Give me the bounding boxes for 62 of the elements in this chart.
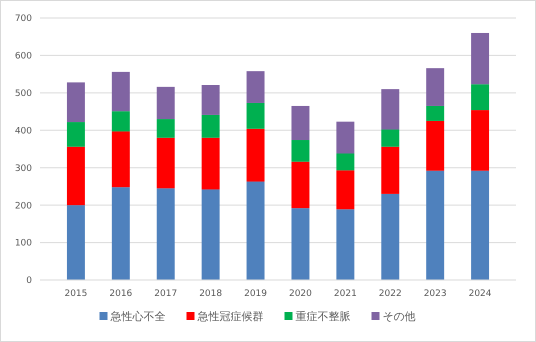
bar bbox=[202, 138, 220, 190]
x-tick-label: 2019 bbox=[244, 289, 268, 299]
bar bbox=[471, 84, 490, 110]
y-tick-label: 200 bbox=[14, 201, 32, 212]
bar bbox=[381, 130, 400, 147]
bar bbox=[471, 170, 490, 280]
bar bbox=[156, 138, 175, 188]
x-tick-label: 2015 bbox=[64, 289, 88, 299]
x-tick-label: 2016 bbox=[109, 289, 133, 299]
x-tick-label: 2023 bbox=[424, 289, 447, 299]
bar bbox=[426, 68, 444, 106]
y-tick-label: 500 bbox=[14, 89, 32, 100]
bar bbox=[246, 71, 265, 103]
bar bbox=[156, 188, 175, 280]
bar bbox=[246, 128, 265, 182]
bar bbox=[426, 170, 444, 280]
x-tick-label: 2021 bbox=[334, 289, 357, 299]
bar bbox=[112, 72, 130, 112]
bar bbox=[112, 187, 130, 280]
bar bbox=[336, 170, 354, 210]
bar bbox=[112, 131, 130, 188]
bar bbox=[291, 140, 310, 162]
bar bbox=[202, 189, 220, 280]
bar bbox=[471, 32, 490, 84]
bar bbox=[156, 119, 175, 138]
y-tick-label: 100 bbox=[14, 238, 32, 249]
legend-label: 急性心不全 bbox=[110, 310, 166, 323]
bar bbox=[336, 209, 354, 280]
bar bbox=[66, 122, 85, 147]
bar bbox=[156, 86, 175, 120]
bar bbox=[471, 110, 490, 171]
bar bbox=[66, 205, 85, 280]
bar bbox=[381, 89, 400, 130]
legend-label: 急性冠症候群 bbox=[196, 310, 264, 323]
x-tick-label: 2017 bbox=[154, 289, 178, 299]
legend-label: 重症不整脈 bbox=[296, 310, 350, 323]
bar bbox=[336, 122, 354, 154]
bar bbox=[291, 208, 310, 280]
x-tick-label: 2022 bbox=[378, 289, 402, 299]
bar bbox=[202, 84, 220, 115]
bar bbox=[426, 120, 444, 171]
y-tick-label: 400 bbox=[14, 126, 32, 136]
x-tick-label: 2024 bbox=[468, 289, 492, 299]
x-tick-label: 2020 bbox=[289, 289, 312, 299]
x-tick-label: 2018 bbox=[199, 289, 222, 299]
y-tick-label: 0 bbox=[26, 276, 32, 286]
bar bbox=[291, 162, 310, 208]
bar bbox=[336, 153, 354, 170]
bar bbox=[246, 102, 265, 129]
legend-label: その他 bbox=[382, 310, 416, 323]
bar bbox=[426, 106, 444, 121]
y-tick-label: 700 bbox=[14, 14, 32, 24]
bar bbox=[66, 146, 85, 206]
y-tick-label: 600 bbox=[14, 52, 32, 62]
bar bbox=[381, 194, 400, 280]
bar bbox=[291, 106, 310, 140]
bar bbox=[202, 114, 220, 138]
bar bbox=[246, 182, 265, 280]
bar bbox=[112, 111, 130, 132]
y-tick-label: 300 bbox=[14, 164, 32, 174]
bar bbox=[66, 82, 85, 122]
bar bbox=[381, 146, 400, 194]
